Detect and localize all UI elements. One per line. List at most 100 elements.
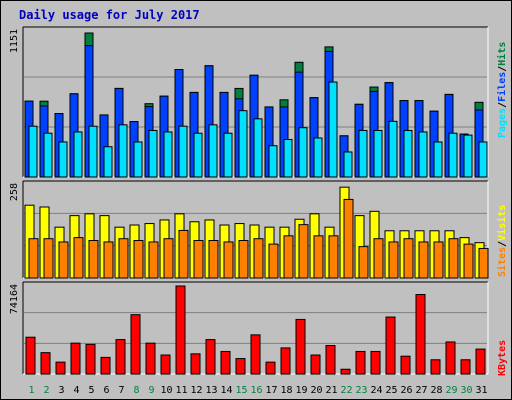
bar-pages-day-6 — [103, 146, 113, 178]
x-tick-label: 28 — [430, 385, 442, 396]
bar-kbytes-day-7 — [115, 339, 126, 375]
x-tick-label: 12 — [190, 385, 202, 396]
x-tick-label: 9 — [148, 385, 154, 396]
bar-kbytes-day-10 — [160, 354, 171, 375]
bar-pages-day-5 — [88, 125, 98, 178]
bar-sites-day-22 — [343, 198, 354, 279]
x-tick-label: 22 — [340, 385, 352, 396]
bar-sites-day-21 — [328, 235, 339, 279]
bar-kbytes-day-23 — [355, 350, 366, 375]
bar-sites-day-10 — [163, 238, 174, 279]
bar-kbytes-day-31 — [475, 348, 486, 375]
bar-pages-day-1 — [28, 125, 38, 178]
x-tick-label: 2 — [43, 385, 49, 396]
x-tick-label: 19 — [295, 385, 307, 396]
bar-sites-day-19 — [298, 224, 309, 279]
bar-sites-day-31 — [478, 247, 489, 279]
x-tick-label: 18 — [280, 385, 292, 396]
bar-sites-day-9 — [148, 241, 159, 279]
bar-sites-day-7 — [118, 238, 129, 279]
legend-kbytes: KBytes — [497, 340, 508, 376]
x-tick-label: 15 — [235, 385, 247, 396]
bar-kbytes-day-16 — [250, 334, 261, 375]
bar-sites-day-12 — [193, 240, 204, 279]
x-tick-label: 25 — [385, 385, 397, 396]
bar-kbytes-day-3 — [55, 361, 66, 375]
bar-kbytes-day-22 — [340, 368, 351, 375]
bar-kbytes-day-24 — [370, 350, 381, 375]
bar-pages-day-25 — [388, 120, 398, 178]
bar-sites-day-8 — [133, 240, 144, 279]
bar-pages-day-13 — [208, 124, 218, 178]
bar-kbytes-day-25 — [385, 316, 396, 375]
bar-sites-day-17 — [268, 243, 279, 279]
bar-kbytes-day-13 — [205, 339, 216, 375]
bar-pages-day-4 — [73, 131, 83, 178]
bar-pages-day-23 — [358, 129, 368, 178]
bar-kbytes-day-4 — [70, 342, 81, 375]
x-tick-label: 7 — [118, 385, 124, 396]
bar-kbytes-day-9 — [145, 342, 156, 375]
bar-sites-day-25 — [388, 241, 399, 279]
bar-pages-day-15 — [238, 110, 248, 178]
x-tick-label: 31 — [475, 385, 487, 396]
bar-kbytes-day-1 — [25, 336, 36, 375]
x-tick-label: 17 — [265, 385, 277, 396]
bar-pages-day-19 — [298, 127, 308, 178]
bar-sites-day-30 — [463, 243, 474, 279]
bar-kbytes-day-19 — [295, 318, 306, 375]
bar-kbytes-day-6 — [100, 356, 111, 375]
bar-pages-day-11 — [178, 125, 188, 178]
bar-sites-day-24 — [373, 238, 384, 279]
bar-sites-day-29 — [448, 238, 459, 279]
bar-sites-day-2 — [43, 238, 54, 279]
bar-sites-day-5 — [88, 240, 99, 279]
bar-sites-day-6 — [103, 241, 114, 279]
bar-kbytes-day-14 — [220, 350, 231, 375]
bar-kbytes-day-11 — [175, 285, 186, 375]
x-tick-label: 24 — [370, 385, 382, 396]
bar-pages-day-10 — [163, 131, 173, 178]
bar-kbytes-day-20 — [310, 354, 321, 375]
bar-pages-day-31 — [478, 141, 488, 178]
bar-pages-day-30 — [463, 134, 473, 178]
x-tick-label: 13 — [205, 385, 217, 396]
bar-kbytes-day-27 — [415, 294, 426, 375]
x-tick-label: 29 — [445, 385, 457, 396]
bar-sites-day-16 — [253, 238, 264, 279]
bar-kbytes-day-8 — [130, 314, 141, 375]
y-max-label-top: 1151 — [9, 29, 20, 53]
legend-sites-visits: Sites/Visits — [496, 205, 508, 277]
x-tick-label: 20 — [310, 385, 322, 396]
bar-sites-day-23 — [358, 246, 369, 279]
bar-sites-day-11 — [178, 229, 189, 279]
bar-kbytes-day-30 — [460, 359, 471, 375]
bar-pages-day-14 — [223, 132, 233, 178]
bar-sites-day-28 — [433, 241, 444, 279]
bar-pages-day-2 — [43, 132, 53, 178]
bar-sites-day-18 — [283, 235, 294, 279]
bar-pages-day-9 — [148, 129, 158, 178]
bar-pages-day-8 — [133, 141, 143, 178]
bar-sites-day-1 — [28, 238, 39, 279]
y-max-label-bottom: 74164 — [9, 284, 20, 314]
bar-kbytes-day-28 — [430, 359, 441, 375]
x-tick-label: 10 — [160, 385, 172, 396]
x-tick-label: 26 — [400, 385, 412, 396]
bar-sites-day-15 — [238, 240, 249, 279]
bar-pages-day-27 — [418, 131, 428, 178]
bar-pages-day-3 — [58, 141, 68, 178]
bar-kbytes-day-21 — [325, 345, 336, 375]
x-tick-label: 11 — [175, 385, 187, 396]
x-tick-label: 27 — [415, 385, 427, 396]
bar-pages-day-20 — [313, 137, 323, 178]
bar-pages-day-29 — [448, 132, 458, 178]
bar-sites-day-3 — [58, 241, 69, 279]
bar-pages-day-16 — [253, 118, 263, 178]
chart-title: Daily usage for July 2017 — [19, 8, 200, 22]
bar-pages-day-24 — [373, 129, 383, 178]
bar-pages-day-28 — [433, 141, 443, 178]
x-tick-label: 5 — [88, 385, 94, 396]
x-tick-label: 21 — [325, 385, 337, 396]
